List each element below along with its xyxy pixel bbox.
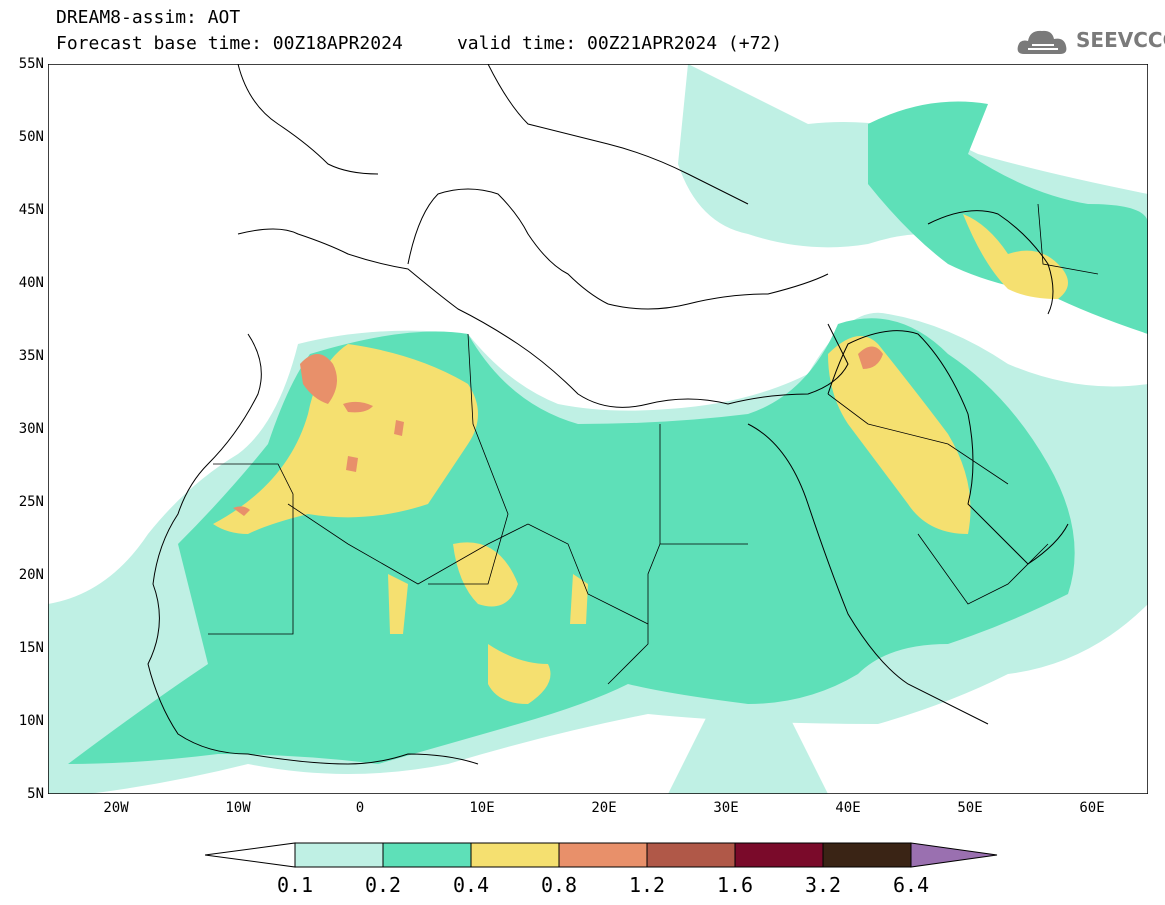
colorbar-label: 0.4 bbox=[452, 873, 490, 897]
lat-label: 25N bbox=[18, 494, 44, 510]
lon-label: 50E bbox=[957, 800, 983, 816]
lat-label: 20N bbox=[18, 567, 44, 583]
country-borders bbox=[208, 203, 1099, 685]
lat-label: 10N bbox=[18, 713, 44, 729]
lat-label: 15N bbox=[18, 640, 44, 656]
colorbar-label: 0.1 bbox=[276, 873, 314, 897]
lat-label: 35N bbox=[18, 348, 44, 364]
colorbar-segment bbox=[294, 842, 384, 868]
lon-label: 0 bbox=[355, 800, 365, 816]
colorbar-segment bbox=[646, 842, 736, 868]
colorbar-over-arrow bbox=[910, 842, 998, 868]
colorbar-label: 1.2 bbox=[628, 873, 666, 897]
colorbar-under-arrow bbox=[205, 842, 296, 868]
logo-text: SEEVCCC bbox=[1076, 28, 1165, 52]
lon-label: 20E bbox=[591, 800, 617, 816]
lon-label: 30E bbox=[713, 800, 739, 816]
colorbar-label: 0.2 bbox=[364, 873, 402, 897]
aot-band-0.8 bbox=[233, 346, 883, 516]
colorbar-label: 0.8 bbox=[540, 873, 578, 897]
lat-label: 5N bbox=[27, 786, 44, 802]
lon-label: 20W bbox=[103, 800, 129, 816]
forecast-times: Forecast base time: 00Z18APR2024 valid t… bbox=[56, 33, 783, 54]
colorbar-label: 6.4 bbox=[892, 873, 930, 897]
lon-label: 40E bbox=[835, 800, 861, 816]
colorbar-segment bbox=[382, 842, 472, 868]
lon-label: 60E bbox=[1079, 800, 1105, 816]
lat-label: 40N bbox=[18, 275, 44, 291]
lat-label: 50N bbox=[18, 129, 44, 145]
seevccc-logo: SEEVCCC bbox=[1016, 24, 1165, 58]
lon-label: 10W bbox=[225, 800, 251, 816]
lat-label: 45N bbox=[18, 202, 44, 218]
colorbar-segment bbox=[558, 842, 648, 868]
colorbar-segment bbox=[822, 842, 912, 868]
colorbar-label: 3.2 bbox=[804, 873, 842, 897]
map-title: DREAM8-assim: AOT bbox=[56, 7, 241, 28]
colorbar-segment bbox=[470, 842, 560, 868]
colorbar-label: 1.6 bbox=[716, 873, 754, 897]
aot-band-0.4 bbox=[213, 214, 1068, 704]
lat-label: 30N bbox=[18, 421, 44, 437]
coastlines bbox=[147, 64, 1069, 765]
aot-map bbox=[48, 64, 1148, 794]
colorbar bbox=[205, 842, 998, 868]
colorbar-segment bbox=[734, 842, 824, 868]
lon-label: 10E bbox=[469, 800, 495, 816]
cloud-icon bbox=[1017, 30, 1067, 54]
lat-label: 55N bbox=[18, 56, 44, 72]
